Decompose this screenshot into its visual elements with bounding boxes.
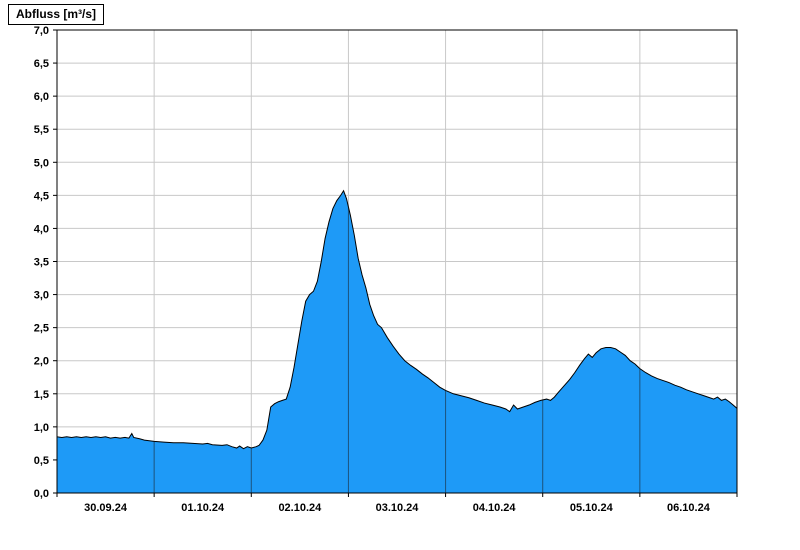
y-tick-label: 5,5 bbox=[34, 124, 49, 136]
y-tick-label: 6,0 bbox=[34, 91, 49, 103]
y-tick-label: 0,5 bbox=[34, 455, 49, 467]
y-tick-label: 1,5 bbox=[34, 389, 49, 401]
y-tick-label: 2,0 bbox=[34, 356, 49, 368]
y-tick-label: 3,0 bbox=[34, 290, 49, 302]
y-tick-label: 6,5 bbox=[34, 58, 49, 70]
y-tick-label: 0,0 bbox=[34, 488, 49, 500]
x-tick-label: 03.10.24 bbox=[376, 502, 420, 514]
chart-title: Abfluss [m³/s] bbox=[8, 4, 105, 25]
y-tick-label: 7,0 bbox=[34, 25, 49, 37]
y-tick-label: 1,0 bbox=[34, 422, 49, 434]
y-tick-label: 4,5 bbox=[34, 190, 49, 202]
y-tick-label: 2,5 bbox=[34, 323, 49, 335]
x-tick-label: 30.09.24 bbox=[84, 502, 128, 514]
y-tick-label: 3,5 bbox=[34, 257, 49, 269]
discharge-area bbox=[56, 189, 738, 494]
y-tick-label: 4,0 bbox=[34, 223, 49, 235]
x-tick-label: 06.10.24 bbox=[667, 502, 711, 514]
y-tick-label: 5,0 bbox=[34, 157, 49, 169]
x-tick-label: 02.10.24 bbox=[278, 502, 322, 514]
x-tick-label: 01.10.24 bbox=[181, 502, 225, 514]
x-tick-label: 04.10.24 bbox=[473, 502, 517, 514]
x-tick-label: 05.10.24 bbox=[570, 502, 614, 514]
